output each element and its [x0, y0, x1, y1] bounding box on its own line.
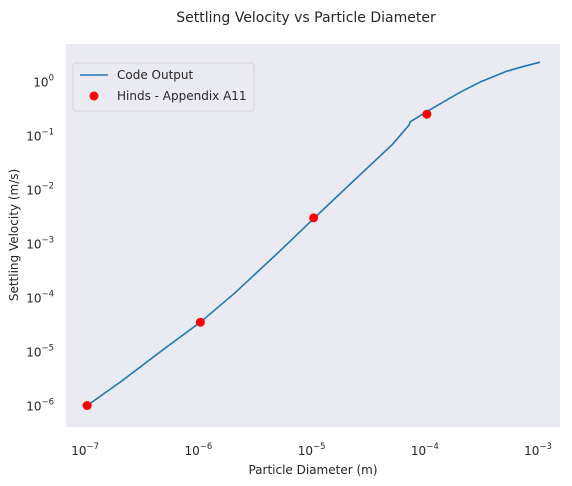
legend-frame	[72, 62, 255, 112]
x-tick-label: 10−5	[298, 442, 326, 458]
legend-label-code-output: Code Output	[117, 68, 194, 82]
y-tick-label: 10−6	[26, 398, 54, 414]
y-tick-label: 10−1	[26, 128, 54, 144]
y-tick-label: 10−4	[26, 290, 54, 306]
x-tick-label: 10−4	[411, 442, 439, 458]
x-tick-label: 10−7	[71, 442, 99, 458]
x-tick-label: 10−6	[184, 442, 212, 458]
y-tick-label: 10−5	[26, 344, 54, 360]
y-tick-label: 10−2	[26, 182, 54, 198]
y-axis-ticks: 10−6 10−5 10−4 10−3 10−2 10−1 100	[26, 74, 54, 414]
data-point-hinds	[195, 317, 205, 327]
data-point-hinds	[82, 401, 92, 411]
x-axis-ticks: 10−7 10−6 10−5 10−4 10−3	[71, 442, 552, 458]
legend-label-hinds: Hinds - Appendix A11	[117, 89, 247, 103]
series-layer	[82, 61, 541, 411]
y-axis-label: Settling Velocity (m/s)	[7, 169, 21, 301]
legend-marker-swatch	[89, 91, 99, 101]
y-tick-label: 100	[33, 74, 54, 90]
x-tick-label: 10−3	[524, 442, 552, 458]
chart-title: Settling Velocity vs Particle Diameter	[176, 10, 436, 26]
y-tick-label: 10−3	[26, 236, 54, 252]
data-point-hinds	[309, 213, 319, 223]
legend: Code Output Hinds - Appendix A11	[72, 62, 255, 112]
x-axis-label: Particle Diameter (m)	[248, 463, 377, 477]
series-line-code-output	[86, 61, 541, 407]
data-point-hinds	[422, 109, 432, 119]
